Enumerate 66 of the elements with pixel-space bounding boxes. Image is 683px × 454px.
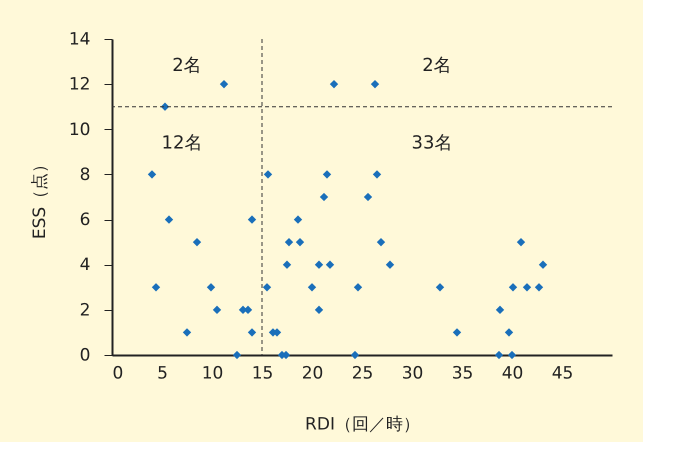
x-axis-title: RDI（回／時） bbox=[305, 414, 420, 434]
y-tick-label: 4 bbox=[80, 255, 90, 276]
point bbox=[326, 260, 334, 269]
x-tick-label: 40 bbox=[502, 364, 524, 384]
x-tick-label: 45 bbox=[552, 364, 574, 384]
y-tick-label: 12 bbox=[68, 74, 90, 95]
point bbox=[322, 170, 332, 179]
x-tick-label: 0 bbox=[112, 364, 124, 384]
y-tick-label: 10 bbox=[68, 120, 90, 140]
point bbox=[370, 80, 380, 88]
y-tick-label: 6 bbox=[80, 210, 90, 230]
y-axis-title: ESS（点） bbox=[30, 156, 50, 240]
point bbox=[516, 238, 526, 246]
point bbox=[164, 215, 174, 224]
point bbox=[354, 283, 362, 292]
annotation: 12名 bbox=[162, 132, 202, 154]
point bbox=[148, 170, 156, 179]
point bbox=[264, 170, 272, 179]
point bbox=[508, 350, 516, 360]
point bbox=[350, 350, 360, 360]
annotation: 2名 bbox=[422, 54, 452, 76]
x-tick-label: 10 bbox=[202, 364, 224, 384]
point bbox=[308, 283, 316, 292]
x-tick-label: 30 bbox=[402, 364, 424, 384]
x-tick-label: 20 bbox=[302, 364, 324, 384]
point bbox=[314, 260, 324, 269]
y-tick-label: 8 bbox=[80, 164, 90, 185]
point bbox=[320, 192, 328, 202]
point bbox=[372, 170, 382, 179]
point bbox=[212, 306, 222, 314]
point bbox=[232, 350, 242, 360]
point bbox=[508, 283, 518, 292]
y-tick-label: 2 bbox=[80, 300, 90, 320]
point bbox=[220, 80, 228, 88]
point bbox=[282, 260, 292, 269]
point bbox=[496, 306, 504, 314]
y-tick-label: 0 bbox=[80, 346, 90, 366]
annotation: 33名 bbox=[412, 132, 452, 154]
point bbox=[296, 238, 304, 246]
point bbox=[494, 350, 504, 360]
x-tick-label: 15 bbox=[252, 364, 274, 384]
point bbox=[314, 306, 324, 314]
point bbox=[452, 328, 462, 337]
point bbox=[330, 80, 338, 88]
point bbox=[386, 260, 394, 269]
point bbox=[538, 260, 548, 269]
point bbox=[248, 328, 256, 337]
point bbox=[152, 283, 160, 292]
point bbox=[206, 283, 216, 292]
y-tick-label: 14 bbox=[68, 30, 90, 50]
point bbox=[284, 238, 294, 246]
point bbox=[294, 215, 302, 224]
annotation: 2名 bbox=[172, 54, 202, 76]
point bbox=[436, 283, 444, 292]
point bbox=[192, 238, 202, 246]
point bbox=[262, 283, 272, 292]
point bbox=[248, 215, 256, 224]
x-tick-label: 35 bbox=[452, 364, 474, 384]
x-tick-label: 25 bbox=[352, 364, 374, 384]
point bbox=[504, 328, 514, 337]
point bbox=[376, 238, 386, 246]
point bbox=[182, 328, 192, 337]
point bbox=[364, 192, 372, 202]
point bbox=[522, 283, 532, 292]
x-tick-label: 5 bbox=[157, 364, 168, 384]
point bbox=[534, 283, 544, 292]
